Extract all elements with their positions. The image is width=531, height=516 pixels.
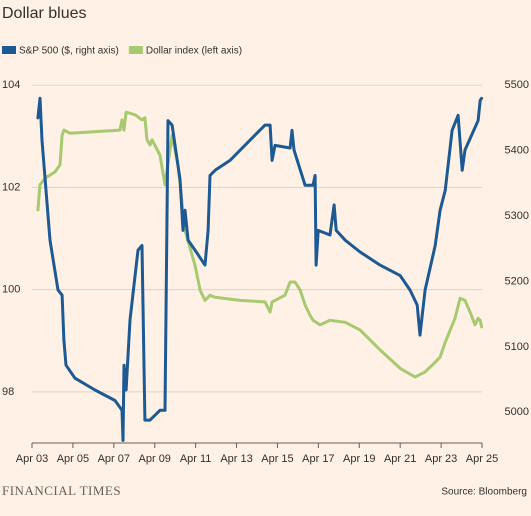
x-tick-label: Apr 19 <box>343 453 375 465</box>
legend-label: S&P 500 ($, right axis) <box>19 46 119 57</box>
y-tick-label: 100 <box>2 284 20 296</box>
x-tick-label: Apr 25 <box>466 453 498 465</box>
x-tick-label: Apr 13 <box>220 453 252 465</box>
y2-tick-label: 5200 <box>505 275 529 287</box>
x-tick-label: Apr 07 <box>98 453 130 465</box>
legend-swatch <box>128 46 143 54</box>
series-line <box>36 110 484 379</box>
legend-label: Dollar index (left axis) <box>146 46 242 57</box>
x-tick-label: Apr 05 <box>57 453 89 465</box>
y2-tick-label: 5100 <box>505 341 529 353</box>
y-tick-label: 98 <box>2 386 14 398</box>
y2-tick-label: 5500 <box>505 79 529 91</box>
y2-tick-label: 5300 <box>505 210 529 222</box>
x-tick-label: Apr 17 <box>302 453 334 465</box>
legend: S&P 500 ($, right axis) Dollar index (lef… <box>2 46 242 57</box>
x-tick-label: Apr 23 <box>425 453 457 465</box>
x-tick-label: Apr 11 <box>180 453 212 465</box>
x-tick-label: Apr 03 <box>16 453 48 465</box>
chart-title: Dollar blues <box>2 5 86 22</box>
x-tick-label: Apr 15 <box>261 453 293 465</box>
legend-swatch <box>2 46 16 54</box>
brand: FINANCIAL TIMES <box>2 483 121 498</box>
x-tick-label: Apr 21 <box>384 453 416 465</box>
y-tick-label: 102 <box>2 181 20 193</box>
series-line <box>36 96 484 442</box>
source: Source: Bloomberg <box>441 487 527 498</box>
x-tick-label: Apr 09 <box>139 453 171 465</box>
y2-tick-label: 5400 <box>505 145 529 157</box>
y2-tick-label: 5000 <box>505 406 529 418</box>
y-tick-label: 104 <box>2 79 20 91</box>
